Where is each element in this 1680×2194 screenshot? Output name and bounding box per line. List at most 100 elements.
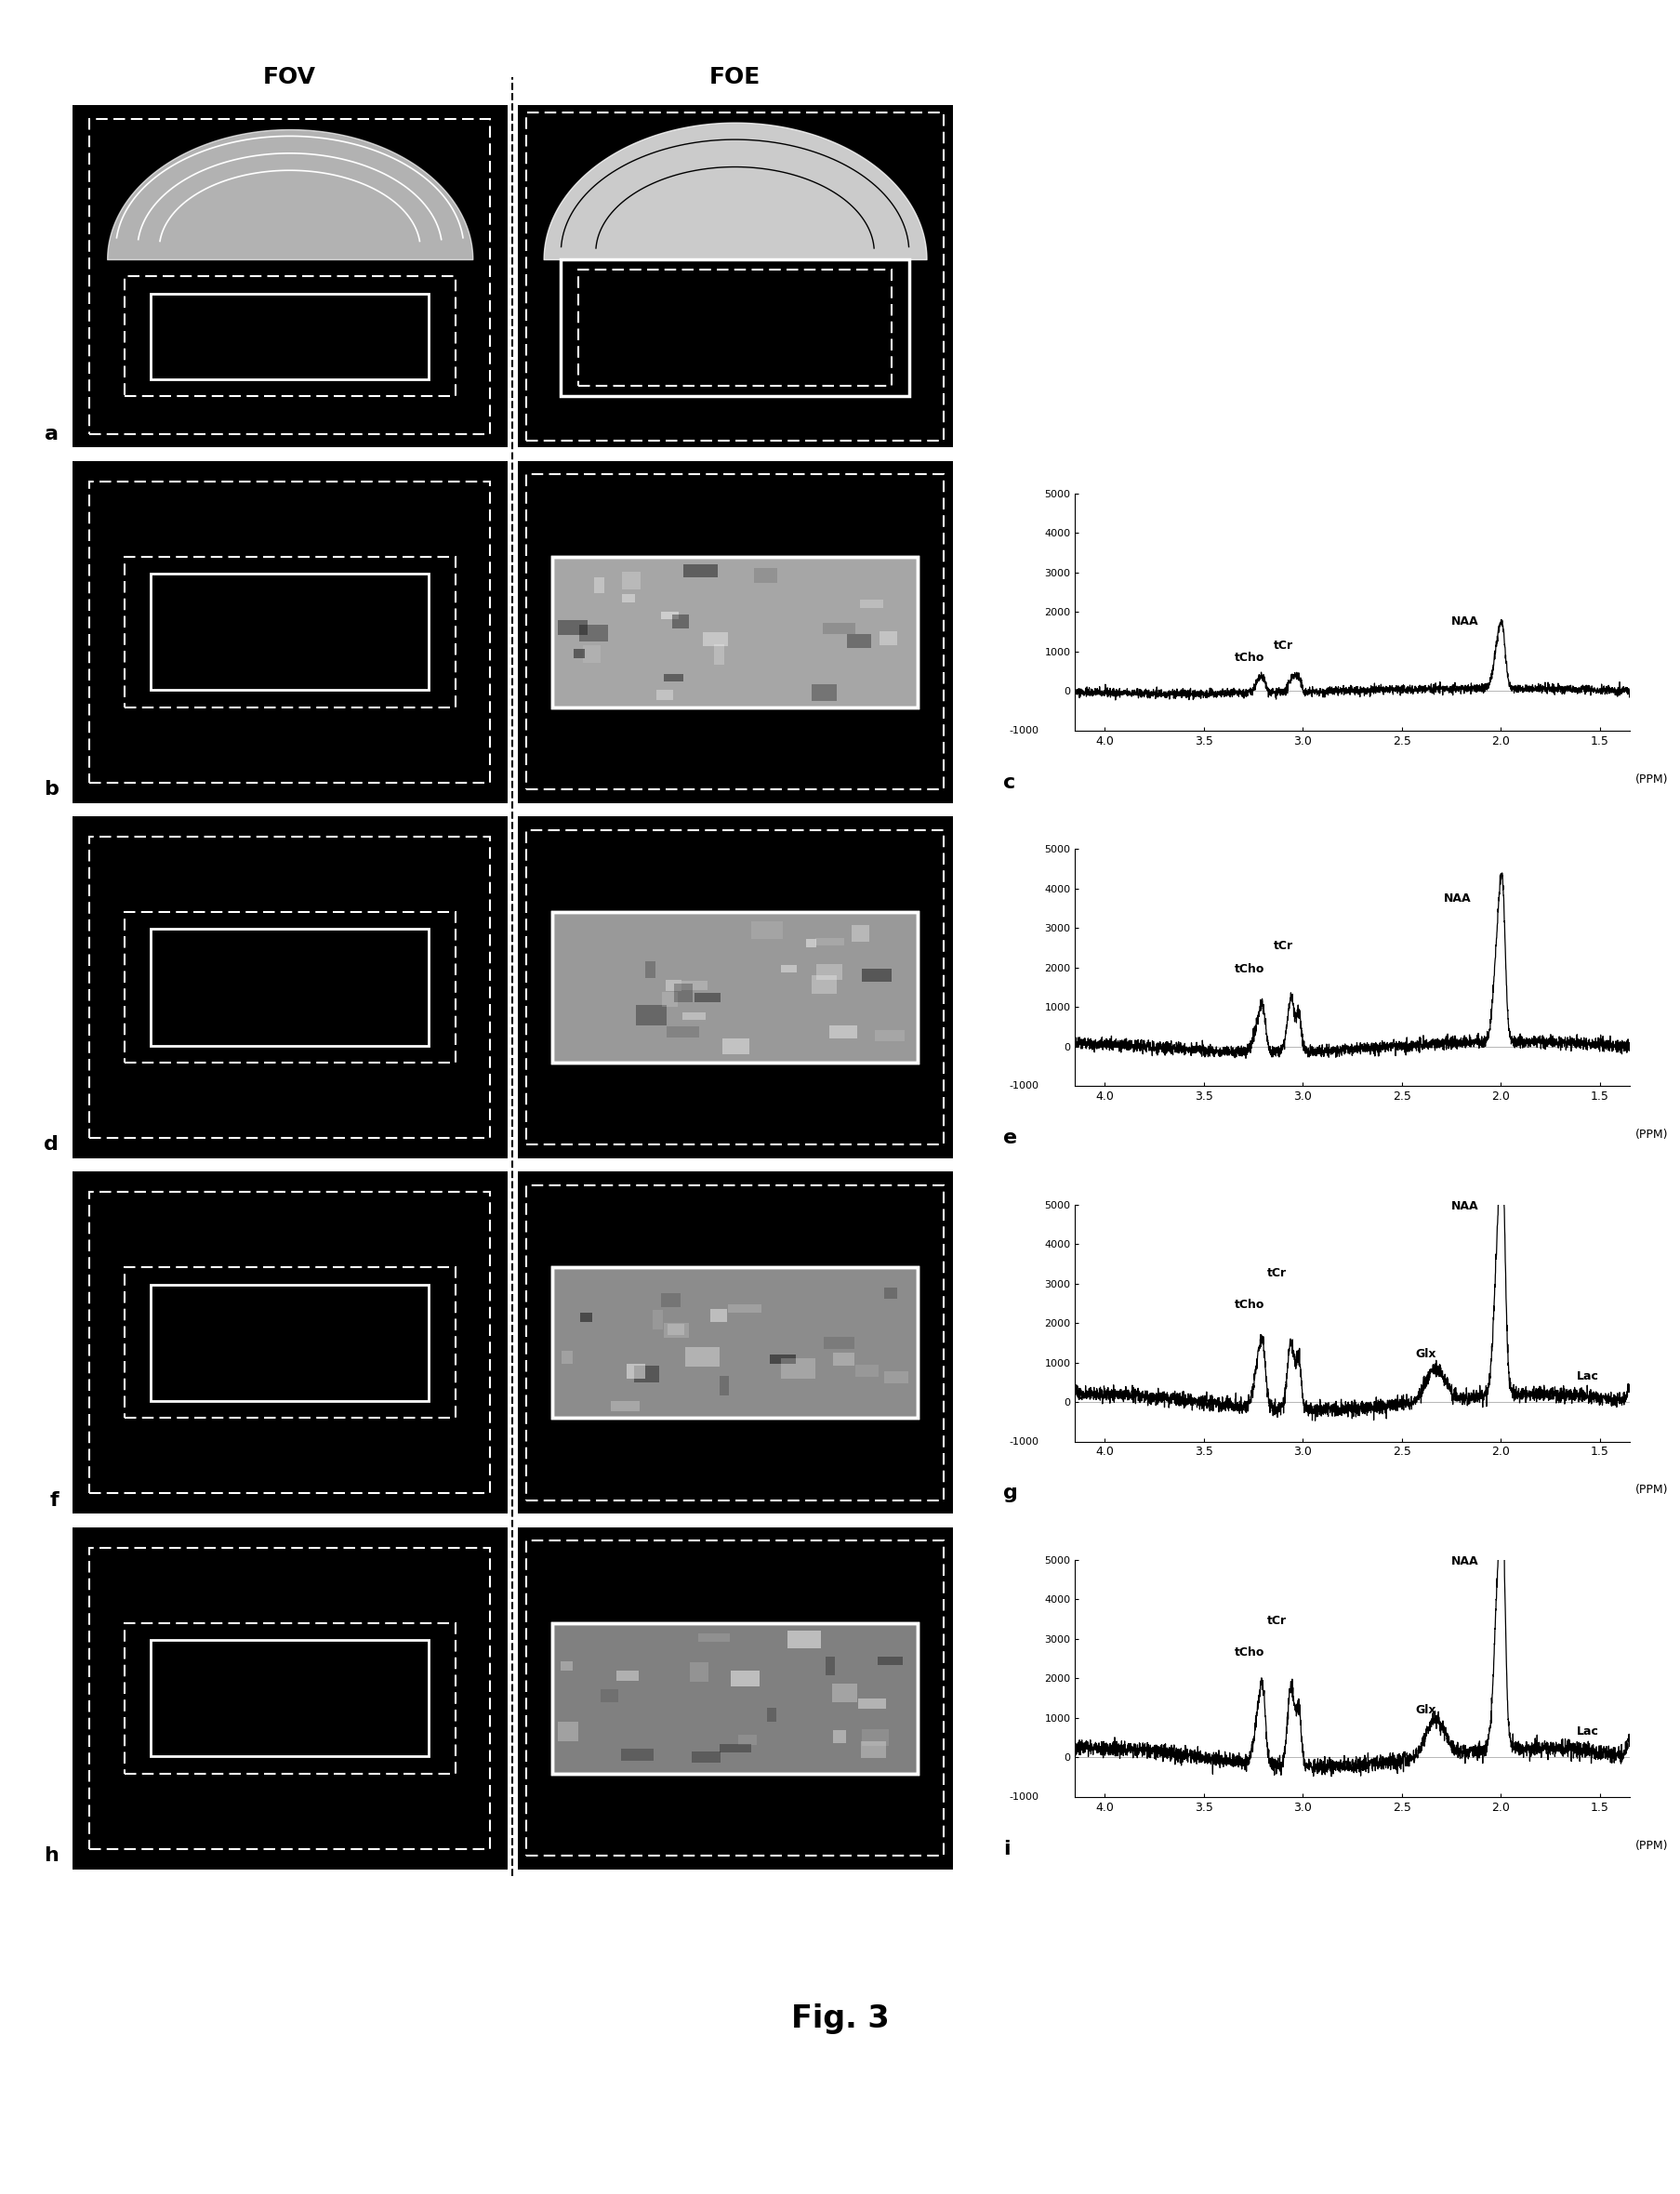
Bar	[823, 623, 855, 634]
Bar	[702, 632, 727, 645]
Text: b: b	[44, 781, 59, 799]
Bar	[833, 1352, 855, 1365]
Bar	[151, 573, 428, 691]
Text: Fig. 3: Fig. 3	[791, 2003, 889, 2034]
Text: tCho: tCho	[1235, 963, 1265, 976]
Bar	[738, 1735, 758, 1744]
Bar	[124, 1268, 455, 1417]
Bar	[124, 913, 455, 1062]
Bar	[885, 1371, 909, 1382]
Bar	[694, 994, 721, 1003]
Bar	[657, 691, 672, 700]
Bar	[573, 649, 585, 658]
Bar	[711, 1310, 727, 1323]
Bar	[617, 1670, 638, 1681]
Bar	[781, 965, 796, 972]
Bar	[622, 1749, 654, 1762]
Bar	[847, 634, 872, 647]
Bar	[89, 480, 491, 783]
Bar	[580, 1312, 591, 1323]
Text: c: c	[1003, 772, 1015, 792]
Bar	[806, 939, 816, 948]
Bar	[875, 1029, 906, 1042]
Bar	[578, 270, 892, 386]
Text: -1000: -1000	[1010, 1792, 1040, 1801]
Bar	[722, 1040, 749, 1055]
Bar	[699, 1635, 731, 1641]
Text: Lac: Lac	[1578, 1724, 1599, 1738]
Bar	[731, 1670, 759, 1687]
Text: d: d	[44, 1136, 59, 1154]
Bar	[877, 1656, 902, 1665]
Text: tCho: tCho	[1235, 1299, 1265, 1312]
Bar	[635, 1367, 660, 1382]
Bar	[830, 1027, 857, 1038]
Bar	[600, 1689, 618, 1703]
Bar	[862, 1729, 889, 1746]
Bar	[645, 961, 655, 979]
Text: Glx: Glx	[1415, 1349, 1436, 1360]
Bar	[682, 981, 707, 989]
Bar	[635, 1005, 667, 1025]
Text: tCr: tCr	[1273, 638, 1294, 652]
Bar	[89, 836, 491, 1139]
Bar	[714, 645, 724, 665]
Bar	[674, 983, 692, 1003]
Bar	[553, 1268, 917, 1417]
Bar	[553, 557, 917, 706]
Bar	[662, 992, 677, 1007]
Bar	[811, 974, 837, 994]
Bar	[855, 1365, 879, 1376]
Text: g: g	[1003, 1483, 1018, 1503]
Bar	[151, 294, 428, 380]
Bar	[832, 1685, 857, 1703]
Bar	[151, 1283, 428, 1402]
Bar	[719, 1744, 751, 1753]
Text: i: i	[1003, 1839, 1010, 1858]
Bar	[664, 674, 684, 682]
Bar	[788, 1630, 822, 1648]
Bar	[833, 1731, 847, 1742]
Bar	[652, 1310, 662, 1330]
Bar	[561, 1352, 573, 1365]
Bar	[815, 939, 845, 946]
Bar	[553, 913, 917, 1062]
Bar	[692, 1751, 721, 1762]
Text: (PPM): (PPM)	[1635, 1483, 1668, 1496]
Bar	[727, 1303, 761, 1312]
Bar	[553, 1624, 917, 1773]
Bar	[719, 1376, 729, 1395]
Bar	[862, 970, 890, 981]
Bar	[769, 1354, 796, 1365]
Bar	[682, 1011, 706, 1020]
Bar	[781, 1358, 815, 1378]
Text: (PPM): (PPM)	[1635, 772, 1668, 785]
Bar	[553, 1268, 917, 1417]
Text: -1000: -1000	[1010, 1082, 1040, 1090]
Text: NAA: NAA	[1452, 617, 1478, 627]
Bar	[685, 1347, 719, 1367]
Bar	[627, 1365, 645, 1378]
Text: tCr: tCr	[1267, 1268, 1287, 1279]
Bar	[684, 564, 717, 577]
Bar	[151, 928, 428, 1047]
Bar	[660, 612, 679, 619]
Bar	[595, 577, 605, 592]
Bar	[124, 557, 455, 706]
Bar	[553, 557, 917, 706]
Bar	[665, 981, 680, 992]
Bar	[860, 599, 884, 608]
Text: tCho: tCho	[1235, 652, 1265, 663]
Bar	[89, 1191, 491, 1494]
Bar	[558, 1722, 578, 1742]
Bar	[754, 568, 776, 584]
Text: tCr: tCr	[1267, 1615, 1287, 1628]
Bar	[610, 1402, 640, 1411]
Bar	[852, 926, 869, 941]
Bar	[124, 276, 455, 397]
Text: NAA: NAA	[1443, 893, 1472, 904]
Text: FOE: FOE	[709, 66, 761, 88]
Text: e: e	[1003, 1128, 1016, 1147]
Bar	[151, 1639, 428, 1757]
Text: NAA: NAA	[1452, 1200, 1478, 1213]
